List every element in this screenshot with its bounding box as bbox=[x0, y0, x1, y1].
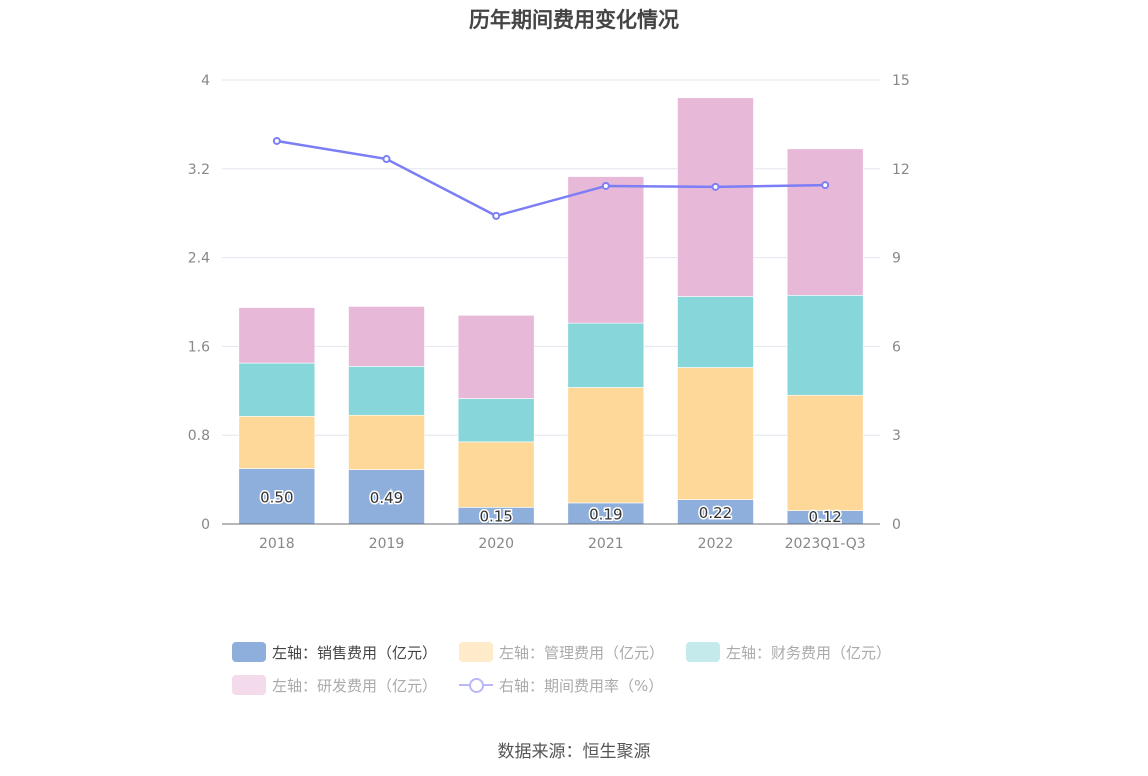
y-right-tick-label: 15 bbox=[892, 73, 910, 89]
rate-point bbox=[711, 182, 720, 191]
y-left-tick-label: 2.4 bbox=[188, 251, 210, 267]
bar-segment bbox=[238, 307, 316, 364]
legend-label: 左轴：销售费用（亿元） bbox=[272, 643, 438, 662]
chart-svg: 0 0.8 1.6 2.4 3.2 4 0 3 6 9 12 15 2018 2019 2020 2021 20… bbox=[188, 73, 910, 552]
bar-segment bbox=[567, 387, 645, 504]
legend-swatch bbox=[459, 642, 494, 662]
legend-item-rnd[interactable]: 左轴：研发费用（亿元） bbox=[232, 673, 437, 697]
bar-data-label: 0.22 bbox=[699, 504, 732, 522]
bar-data-label: 0.19 bbox=[589, 505, 622, 523]
rate-point bbox=[821, 181, 830, 190]
bar-segment bbox=[348, 306, 425, 367]
bar-segment bbox=[786, 394, 864, 511]
bar-segment bbox=[677, 296, 754, 368]
legend-swatch bbox=[232, 642, 266, 662]
legend-item-admin[interactable]: 左轴：管理费用（亿元） bbox=[459, 640, 664, 664]
legend-line-icon bbox=[459, 675, 494, 695]
y-left-tick-label: 3.2 bbox=[188, 162, 210, 178]
y-left-tick-label: 0.8 bbox=[188, 428, 210, 444]
legend-label: 左轴：研发费用（亿元） bbox=[272, 676, 438, 695]
legend-label: 左轴：管理费用（亿元） bbox=[499, 643, 665, 662]
legend: 左轴：销售费用（亿元） 左轴：管理费用（亿元） 左轴：财务费用（亿元） 左轴：研发费… bbox=[232, 640, 932, 706]
bar-segment bbox=[457, 441, 535, 508]
bar-segment bbox=[348, 366, 425, 416]
x-tick-label: 2018 bbox=[259, 536, 295, 552]
bar-segment bbox=[567, 176, 645, 324]
y-right-tick-label: 12 bbox=[892, 162, 910, 178]
legend-item-rate[interactable]: 右轴：期间费用率（%） bbox=[459, 673, 663, 697]
bar-segment bbox=[786, 295, 864, 396]
bar-segment bbox=[238, 362, 316, 417]
rate-point bbox=[492, 211, 501, 220]
rate-point bbox=[272, 136, 281, 145]
bar-data-label: 0.50 bbox=[260, 488, 293, 506]
x-tick-label: 2020 bbox=[478, 536, 514, 552]
x-tick-label: 2021 bbox=[588, 536, 624, 552]
bar-segment bbox=[677, 367, 754, 500]
bar-segment bbox=[457, 315, 535, 399]
bar-data-label: 0.12 bbox=[808, 508, 841, 526]
legend-label: 右轴：期间费用率（%） bbox=[499, 676, 664, 695]
source-note: 数据来源：恒生聚源 bbox=[497, 742, 651, 762]
bar-segment bbox=[457, 398, 535, 443]
bar-segment bbox=[348, 414, 425, 470]
bar-segment bbox=[348, 469, 425, 525]
rate-point bbox=[601, 181, 610, 190]
legend-item-sales[interactable]: 左轴：销售费用（亿元） bbox=[232, 640, 437, 664]
bar-data-label: 0.49 bbox=[370, 489, 403, 507]
bar-segment bbox=[238, 416, 316, 469]
bar-segment bbox=[238, 468, 316, 525]
y-right-tick-label: 6 bbox=[892, 339, 901, 355]
bar-segment bbox=[677, 499, 754, 525]
legend-swatch bbox=[232, 675, 266, 695]
bar-segment bbox=[677, 97, 754, 297]
y-left-tick-label: 1.6 bbox=[188, 339, 210, 355]
x-tick-label: 2023Q1-Q3 bbox=[785, 536, 866, 552]
rate-line bbox=[276, 139, 826, 218]
legend-label: 左轴：财务费用（亿元） bbox=[726, 643, 892, 662]
rate-point bbox=[382, 155, 391, 164]
y-right-tick-label: 9 bbox=[892, 251, 901, 267]
x-tick-label: 2022 bbox=[698, 536, 734, 552]
y-left-tick-label: 0 bbox=[201, 517, 210, 533]
x-tick-label: 2019 bbox=[369, 536, 405, 552]
y-left-tick-label: 4 bbox=[201, 73, 210, 89]
bar-segment bbox=[786, 148, 864, 296]
y-right-tick-label: 3 bbox=[892, 428, 901, 444]
legend-item-finance[interactable]: 左轴：财务费用（亿元） bbox=[686, 640, 891, 664]
bar-segment bbox=[567, 322, 645, 388]
chart-title: 历年期间费用变化情况 bbox=[469, 8, 679, 32]
legend-swatch bbox=[686, 642, 721, 662]
bar-data-label: 0.15 bbox=[479, 508, 512, 526]
y-right-tick-label: 0 bbox=[892, 517, 901, 533]
